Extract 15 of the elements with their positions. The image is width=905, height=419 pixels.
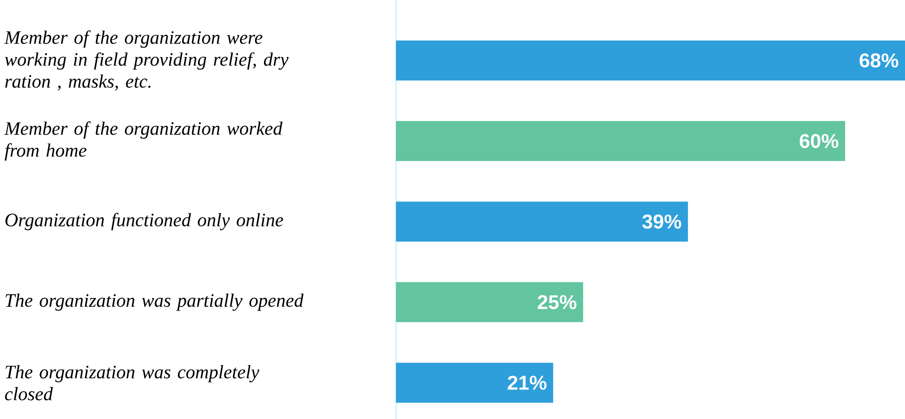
y-tick-label: Member of the organization were working in field providing relief, dry ration , masks, etc. [4,30,289,90]
y-tick-label: The organization was completely closed [5,365,260,400]
data-label: 39% [642,214,682,229]
bar [396,121,846,162]
y-tick-label: The organization was partially opened [6,294,304,311]
data-label: 68% [860,53,898,68]
y-tick-label: Member of the organization worked from home [4,121,282,161]
y-tick-label: Organization functioned only online [5,212,284,230]
data-label: 21% [508,376,546,390]
bar [396,40,905,80]
data-label: 60% [800,134,838,148]
data-label: 25% [538,295,576,310]
bar [396,362,554,403]
bar [396,202,688,242]
bar [396,282,584,322]
